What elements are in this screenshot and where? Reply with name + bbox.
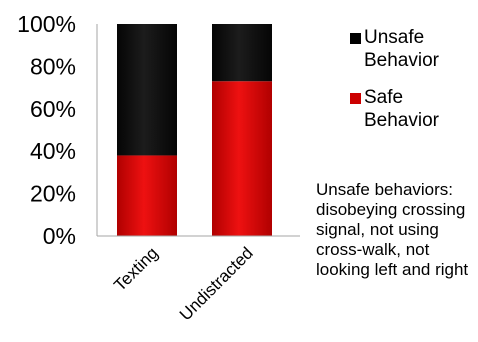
legend-entry-safe: Safe Behavior <box>350 86 478 132</box>
bar-unsafe-undistracted <box>212 24 272 82</box>
annotation-note: Unsafe behaviors: disobeying crossing si… <box>316 180 469 279</box>
y-tick-label: 20% <box>30 181 76 207</box>
y-tick-label: 40% <box>30 138 76 164</box>
x-category-label: Texting <box>110 243 162 295</box>
x-category-label: Undistracted <box>176 243 257 324</box>
y-tick-label: 0% <box>43 223 76 249</box>
y-axis-ticks: 0% 20% 40% 60% 80% 100% <box>17 11 76 249</box>
bar-unsafe-texting <box>117 24 177 156</box>
legend-entry-unsafe: Unsafe Behavior <box>350 26 478 72</box>
legend: Unsafe Behavior Safe Behavior <box>350 26 478 146</box>
y-tick-label: 80% <box>30 53 76 79</box>
y-tick-label: 100% <box>17 11 76 37</box>
bar-safe-undistracted <box>212 81 272 237</box>
bar-safe-texting <box>117 155 177 236</box>
legend-swatch-unsafe <box>350 33 361 44</box>
legend-label-unsafe: Unsafe Behavior <box>364 27 439 71</box>
bars <box>117 24 272 237</box>
y-tick-label: 60% <box>30 96 76 122</box>
category-labels: Texting Undistracted <box>110 243 257 324</box>
legend-label-safe: Safe Behavior <box>364 87 439 131</box>
legend-swatch-safe <box>350 93 361 104</box>
